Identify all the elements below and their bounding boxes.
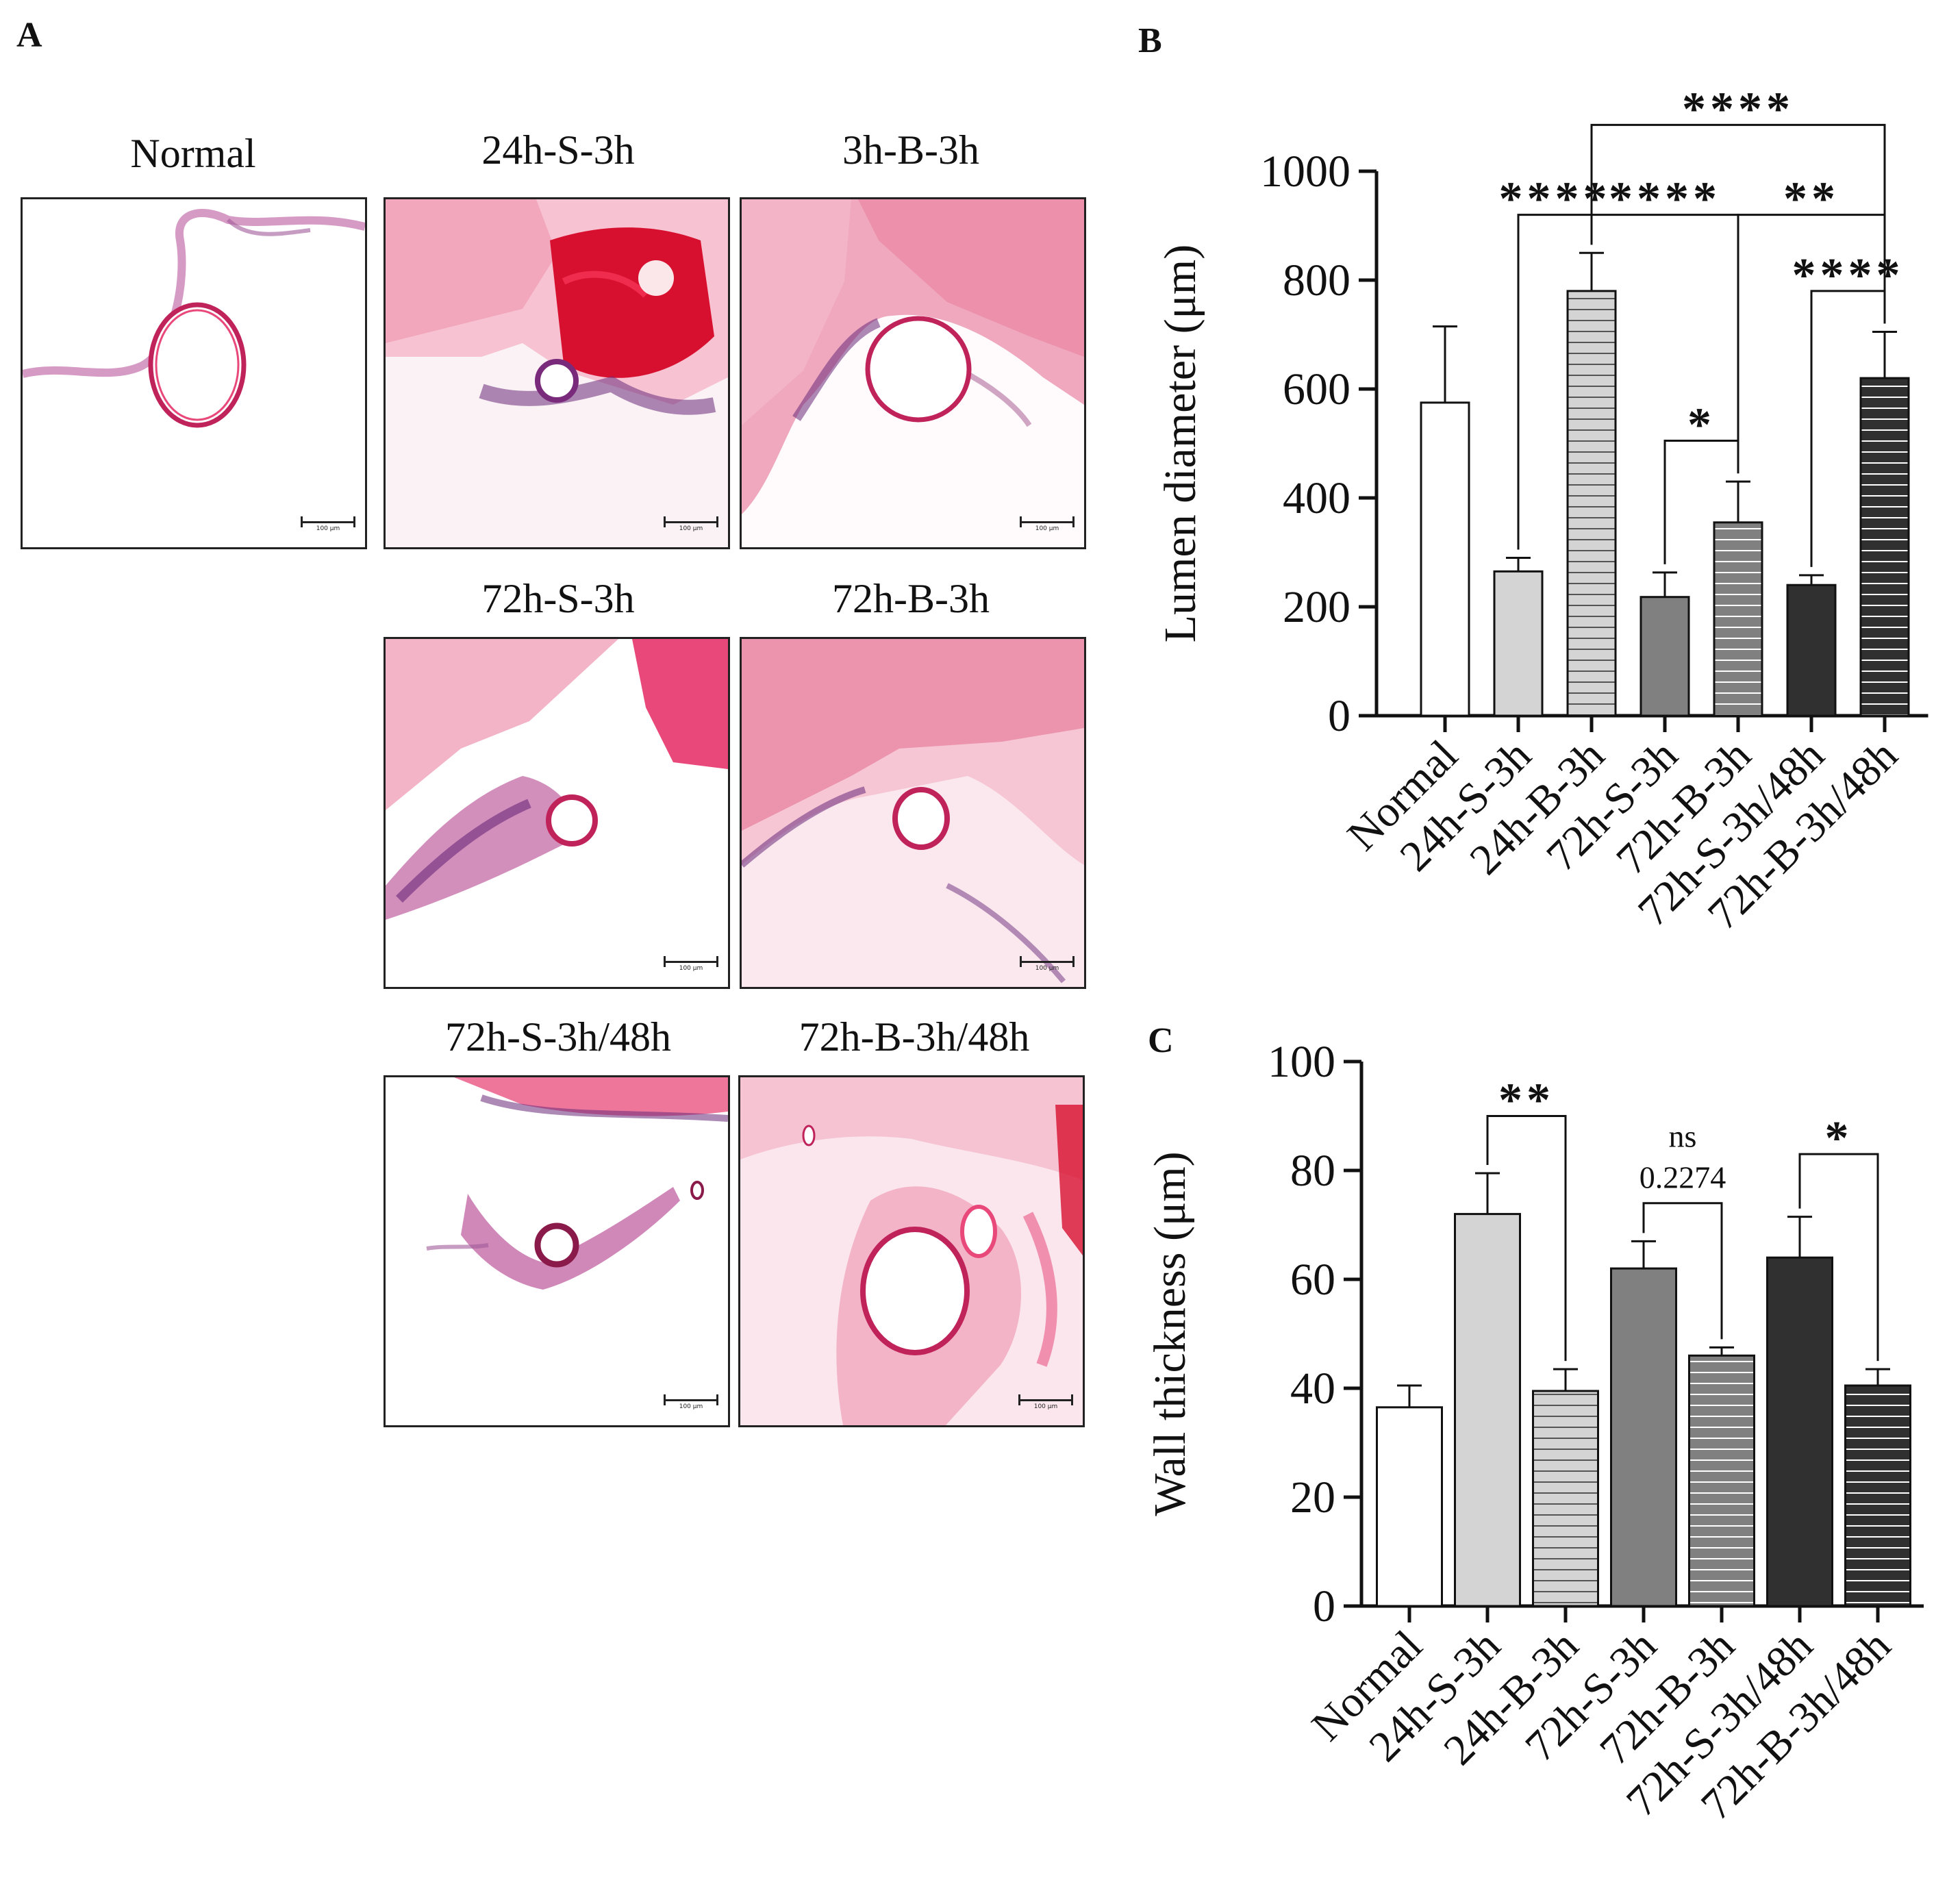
micrograph-title: 72h-S-3h/48h <box>445 1014 671 1060</box>
significance-bracket <box>1642 1202 1723 1340</box>
micrograph-72h-b-3h-48h: 100 μm <box>738 1075 1085 1427</box>
significance-label: ns <box>1669 1119 1697 1154</box>
y-tick-label: 40 <box>1290 1364 1335 1414</box>
bar <box>1786 584 1837 717</box>
micrograph-72h-s-3h: 100 μm <box>384 637 730 989</box>
scale-bar: 100 μm <box>664 516 718 539</box>
bar <box>1859 377 1910 717</box>
y-axis-label: Lumen diameter (μm) <box>1155 245 1205 643</box>
scale-bar: 100 μm <box>664 1394 718 1417</box>
bar <box>1610 1267 1677 1607</box>
scale-bar: 100 μm <box>1020 516 1075 539</box>
y-tick-label: 400 <box>1283 473 1350 523</box>
significance-bracket <box>1486 1115 1567 1362</box>
y-tick-label: 80 <box>1290 1146 1335 1196</box>
micrograph-title: 72h-B-3h <box>832 576 990 621</box>
significance-label: * <box>1825 1112 1853 1165</box>
bar <box>1493 570 1544 717</box>
micrograph-24h-s-3h: 100 μm <box>384 197 730 549</box>
bar <box>1688 1354 1755 1607</box>
scale-bar: 100 μm <box>664 956 718 979</box>
bar <box>1844 1384 1911 1607</box>
y-tick-label: 20 <box>1290 1472 1335 1522</box>
significance-label: **** <box>1609 173 1721 226</box>
micrograph-title: 72h-S-3h <box>481 576 635 621</box>
micrograph-title: 3h-B-3h <box>842 127 979 173</box>
scale-bar: 100 μm <box>1018 1394 1073 1417</box>
y-tick-label: 800 <box>1283 255 1350 305</box>
micrograph-normal: 100 μm <box>21 197 367 549</box>
panel-letter-c: C <box>1148 1021 1174 1060</box>
y-tick-label: 60 <box>1290 1255 1335 1305</box>
significance-label: **** <box>1499 173 1611 226</box>
scale-bar: 100 μm <box>1020 956 1075 979</box>
significance-label: ** <box>1783 173 1839 226</box>
micrograph-title: Normal <box>130 131 256 176</box>
panel-letter-a: A <box>16 16 42 55</box>
micrograph-72h-b-3h: 100 μm <box>740 637 1086 989</box>
y-tick-label: 1000 <box>1260 147 1350 197</box>
significance-p-value: 0.2274 <box>1639 1160 1726 1195</box>
micrograph-72h-s-3h-48h: 100 μm <box>384 1075 730 1427</box>
significance-label: **** <box>1682 83 1794 136</box>
significance-label: **** <box>1792 249 1905 302</box>
bar <box>1376 1406 1443 1607</box>
y-tick-label: 600 <box>1283 364 1350 414</box>
micrograph-title: 72h-B-3h/48h <box>799 1014 1030 1060</box>
micrograph-title: 24h-S-3h <box>481 127 635 173</box>
significance-bracket <box>1798 1153 1879 1362</box>
bar <box>1420 401 1470 717</box>
bar <box>1639 596 1690 717</box>
y-tick-label: 0 <box>1313 1581 1335 1631</box>
panel-letter-b: B <box>1138 21 1162 60</box>
y-tick-label: 100 <box>1268 1037 1335 1087</box>
micrograph-3h-b-3h: 100 μm <box>740 197 1086 549</box>
y-axis-label: Wall thickness (μm) <box>1145 1151 1195 1516</box>
bar <box>1713 521 1763 717</box>
bar <box>1766 1256 1833 1607</box>
bar <box>1566 290 1617 717</box>
scale-bar: 100 μm <box>301 516 355 539</box>
bar <box>1532 1390 1599 1607</box>
y-tick-label: 200 <box>1283 582 1350 632</box>
significance-label: * <box>1687 399 1716 452</box>
significance-label: ** <box>1498 1075 1555 1127</box>
significance-bracket <box>1590 123 1886 324</box>
y-tick-label: 0 <box>1328 691 1350 741</box>
bar <box>1454 1213 1521 1607</box>
significance-bracket <box>1810 290 1886 567</box>
significance-bracket <box>1663 440 1739 564</box>
